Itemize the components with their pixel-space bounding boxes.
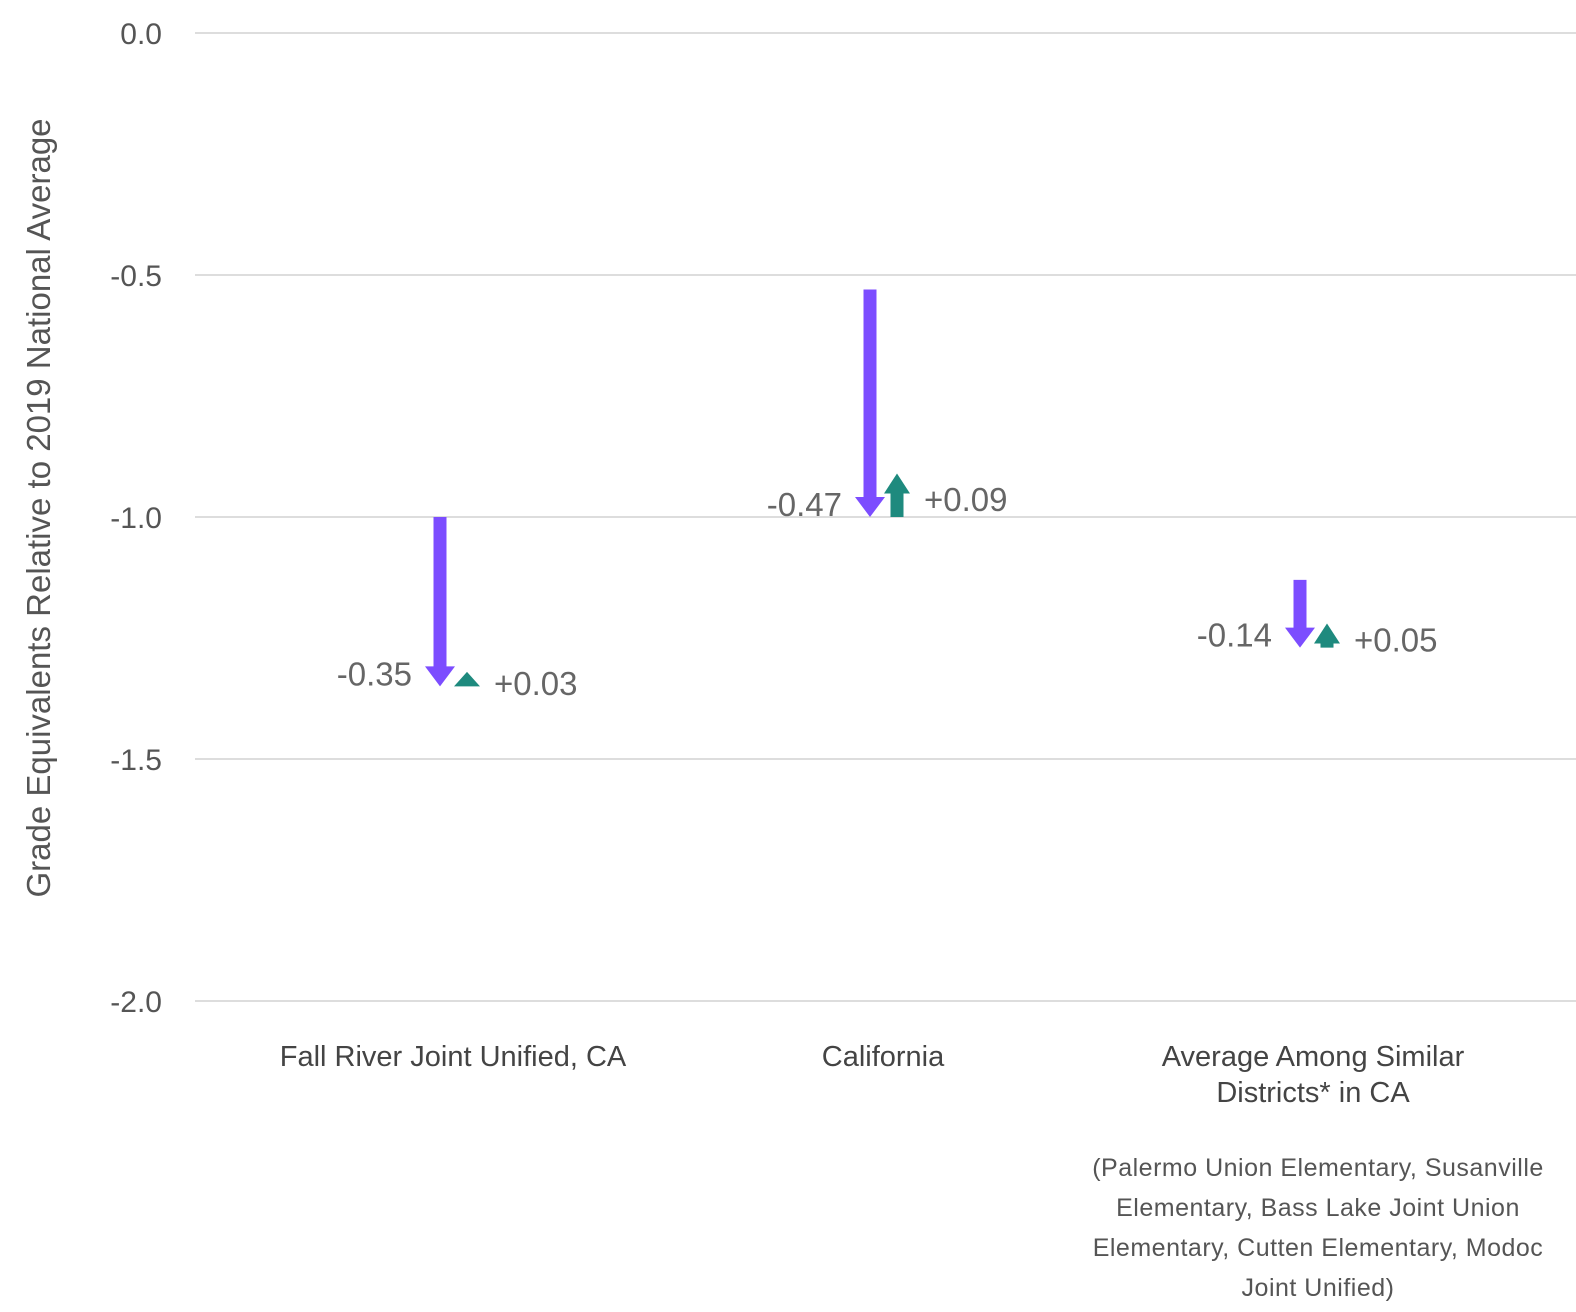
category-labels: Fall River Joint Unified, CA California Av…: [280, 1041, 1465, 1109]
decline-arrow: [1285, 579, 1315, 648]
y-tick-label: -2.0: [110, 986, 162, 1019]
footnote-line: Joint Unified): [1242, 1274, 1395, 1302]
recovery-value-label: +0.05: [1354, 622, 1438, 659]
decline-value-label: -0.35: [337, 655, 412, 692]
recovery-value-label: +0.03: [494, 665, 578, 702]
y-tick-label: -0.5: [110, 260, 162, 293]
footnote: (Palermo Union Elementary, Susanville Ele…: [1092, 1154, 1544, 1302]
arrow-marks: -0.35 +0.03 -0.47 +0.09 -0.14 +0.05: [337, 289, 1438, 702]
recovery-arrow: [454, 671, 480, 687]
recovery-arrow: [884, 473, 910, 517]
y-axis-label: Grade Equivalents Relative to 2019 Natio…: [20, 118, 57, 897]
recovery-value-label: +0.09: [924, 481, 1008, 518]
y-tick-label: -1.5: [110, 744, 162, 777]
y-axis-ticks: 0.0 -0.5 -1.0 -1.5 -2.0: [110, 18, 162, 1019]
footnote-line: (Palermo Union Elementary, Susanville: [1092, 1154, 1544, 1182]
category-label: Districts* in CA: [1216, 1077, 1410, 1109]
footnote-line: Elementary, Cutten Elementary, Modoc: [1093, 1234, 1544, 1262]
recovery-arrow: [1314, 623, 1340, 648]
category-label: Average Among Similar: [1162, 1041, 1465, 1073]
decline-arrow: [425, 517, 455, 687]
gridlines: [195, 32, 1576, 1002]
decline-value-label: -0.47: [767, 486, 842, 523]
decline-value-label: -0.14: [1197, 617, 1272, 654]
y-tick-label: -1.0: [110, 502, 162, 535]
category-label: Fall River Joint Unified, CA: [280, 1041, 627, 1073]
decline-arrow: [855, 289, 885, 517]
footnote-line: Elementary, Bass Lake Joint Union: [1116, 1194, 1520, 1222]
y-tick-label: 0.0: [120, 18, 162, 51]
category-label: California: [822, 1041, 945, 1073]
